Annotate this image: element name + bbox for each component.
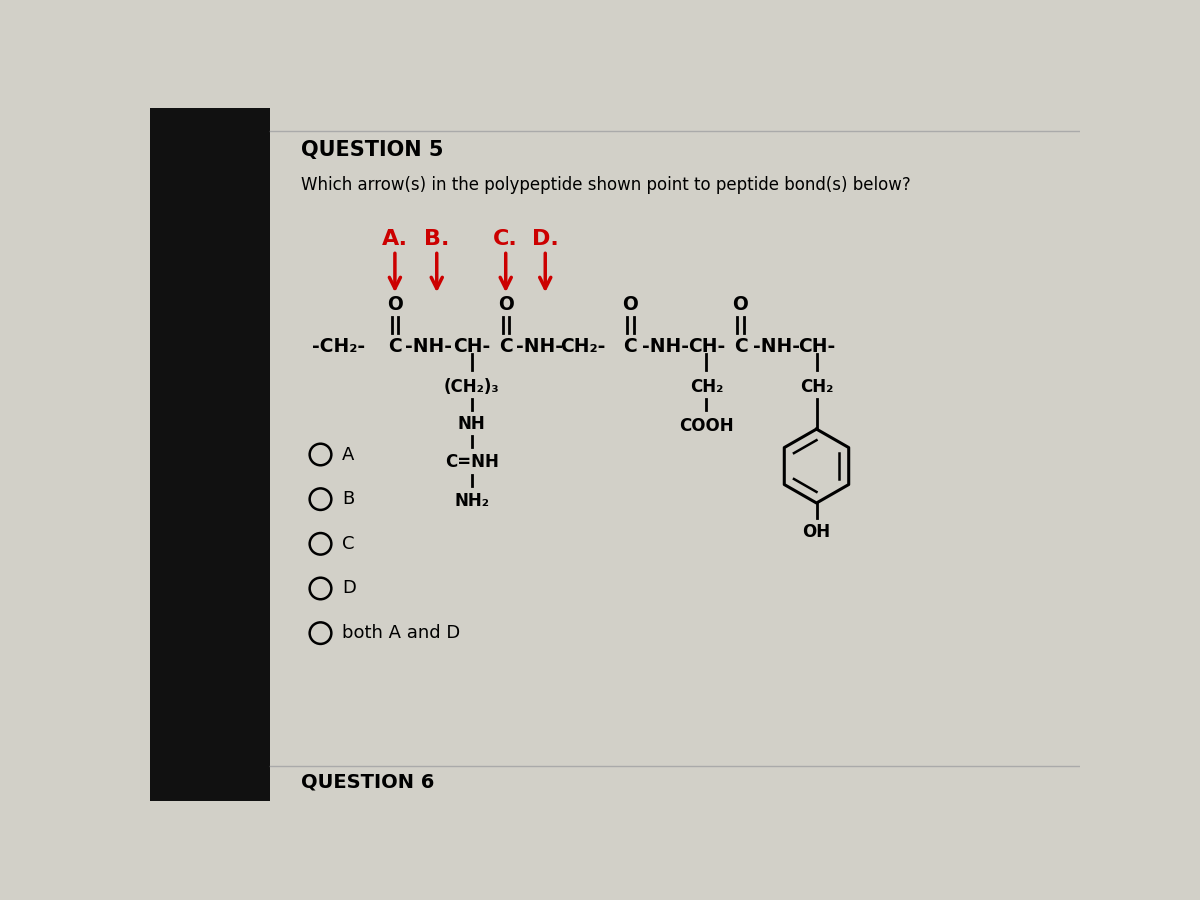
Text: C: C	[388, 338, 402, 356]
Text: O: O	[386, 295, 403, 314]
Text: A: A	[342, 446, 354, 464]
Text: CH₂-: CH₂-	[559, 338, 605, 356]
Text: -CH₂-: -CH₂-	[312, 338, 365, 356]
Text: QUESTION 6: QUESTION 6	[301, 772, 434, 791]
Text: D: D	[342, 580, 356, 598]
Text: NH: NH	[457, 415, 486, 433]
Text: C=NH: C=NH	[445, 454, 498, 472]
Text: -NH-: -NH-	[752, 338, 799, 356]
Text: (CH₂)₃: (CH₂)₃	[444, 378, 499, 396]
Text: CH₂: CH₂	[690, 378, 724, 396]
Text: C: C	[499, 338, 512, 356]
Text: C: C	[342, 535, 355, 553]
Text: B: B	[342, 491, 354, 508]
Text: CH-: CH-	[688, 338, 725, 356]
Text: C: C	[733, 338, 748, 356]
Text: -NH-: -NH-	[516, 338, 563, 356]
Text: O: O	[623, 295, 638, 314]
Text: both A and D: both A and D	[342, 624, 461, 642]
Text: NH₂: NH₂	[454, 491, 490, 509]
Text: -NH-: -NH-	[406, 338, 452, 356]
Text: O: O	[733, 295, 749, 314]
Text: -NH-: -NH-	[642, 338, 689, 356]
Text: QUESTION 5: QUESTION 5	[301, 140, 444, 160]
Text: A.: A.	[382, 229, 408, 249]
Text: CH-: CH-	[798, 338, 835, 356]
Text: O: O	[498, 295, 514, 314]
Text: B.: B.	[424, 229, 450, 249]
FancyBboxPatch shape	[150, 108, 270, 801]
Text: Which arrow(s) in the polypeptide shown point to peptide bond(s) below?: Which arrow(s) in the polypeptide shown …	[301, 176, 911, 194]
Text: C.: C.	[493, 229, 518, 249]
Text: D.: D.	[532, 229, 559, 249]
Text: CH₂: CH₂	[800, 378, 833, 396]
Text: OH: OH	[803, 523, 830, 541]
Text: CH-: CH-	[454, 338, 491, 356]
Text: C: C	[624, 338, 637, 356]
Text: COOH: COOH	[679, 417, 733, 435]
